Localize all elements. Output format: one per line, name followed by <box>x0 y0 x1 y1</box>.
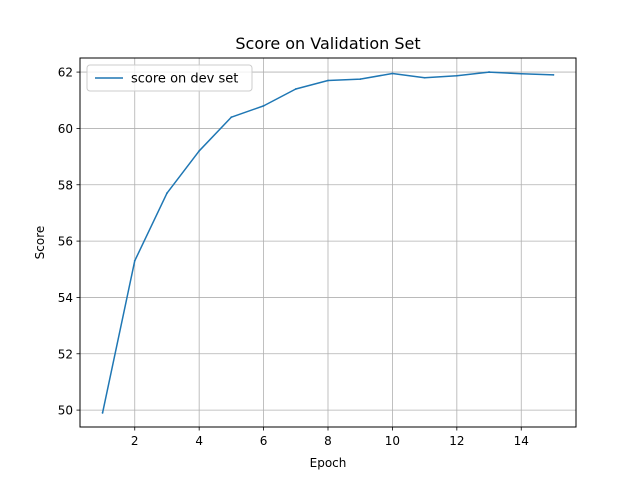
axis-ticks: 2 4 6 8 10 12 14 50 52 54 56 58 60 62 <box>58 66 529 448</box>
data-point <box>230 116 233 119</box>
x-tick-label: 4 <box>195 434 203 448</box>
data-point <box>552 74 555 76</box>
y-axis-label: Score <box>33 226 47 260</box>
x-tick-label: 10 <box>385 434 400 448</box>
x-tick-label: 6 <box>260 434 268 448</box>
data-point <box>520 72 523 75</box>
data-point <box>423 76 426 79</box>
data-point <box>133 259 136 262</box>
data-point <box>294 88 297 90</box>
series-lines <box>101 71 555 414</box>
y-tick-label: 60 <box>58 122 73 136</box>
data-point <box>359 78 362 81</box>
y-tick-label: 50 <box>58 404 73 418</box>
data-point <box>166 192 168 195</box>
legend-box <box>86 64 253 92</box>
x-tick-label: 14 <box>514 434 529 448</box>
y-tick-label: 54 <box>58 291 73 305</box>
legend-label: score on dev set <box>131 72 238 87</box>
data-point <box>101 412 104 414</box>
x-axis-label: Epoch <box>310 456 347 470</box>
x-tick-label: 12 <box>449 434 464 448</box>
grid-lines <box>80 58 576 427</box>
data-point <box>455 74 458 77</box>
chart-title: Score on Validation Set <box>235 34 420 53</box>
data-point <box>488 71 490 73</box>
data-point <box>391 72 394 75</box>
legend: score on dev set <box>86 64 253 92</box>
y-tick-label: 56 <box>58 235 73 249</box>
data-point <box>262 104 265 107</box>
data-point <box>198 150 201 152</box>
y-tick-label: 52 <box>58 347 73 361</box>
data-point <box>327 79 329 82</box>
y-tick-label: 58 <box>58 178 73 192</box>
x-tick-label: 2 <box>131 434 139 448</box>
x-tick-label: 8 <box>324 434 332 448</box>
y-tick-label: 62 <box>58 66 73 80</box>
